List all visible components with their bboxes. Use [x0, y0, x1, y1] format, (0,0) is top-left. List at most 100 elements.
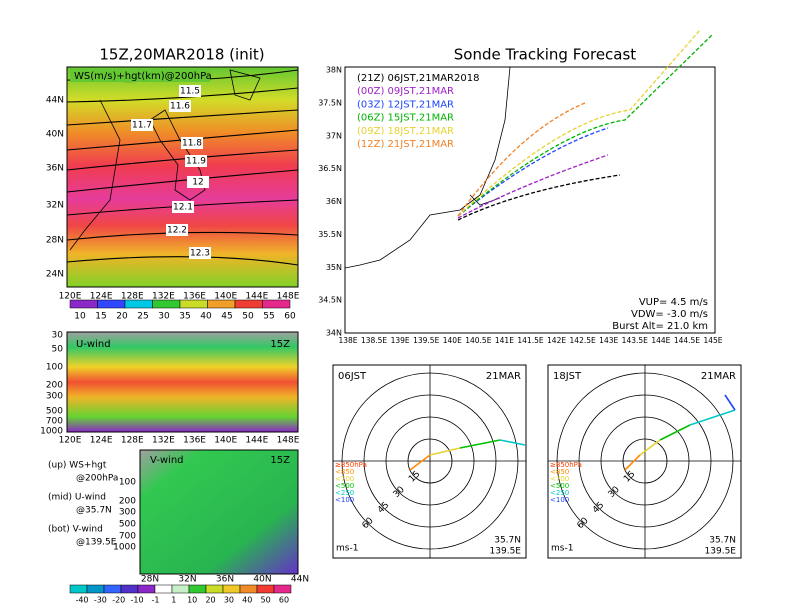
colorbar-cell — [188, 584, 207, 594]
contour-label: 12.1 — [173, 203, 193, 213]
location: 139.5E — [490, 547, 522, 557]
pressure-label: 200 — [119, 497, 136, 507]
pressure-label: 500 — [119, 520, 136, 530]
lat-label: 35.5N — [318, 230, 342, 239]
lon-label: 136E — [183, 292, 206, 302]
track — [457, 174, 621, 221]
pressure-legend: <500 — [335, 482, 354, 490]
v-wind-section — [139, 449, 299, 575]
note: (mid) U-wind — [48, 493, 106, 503]
colorbar-cell — [205, 584, 224, 594]
lon-label: 148E — [277, 292, 300, 302]
track — [457, 102, 586, 217]
note: @35.7N — [76, 506, 112, 516]
colorbar-cell — [262, 299, 291, 309]
pressure-legend: ≥850hPa — [335, 461, 367, 469]
legend-entry: (12Z) 21JST,21MAR — [357, 139, 454, 150]
lon-label: 142.5E — [570, 336, 596, 345]
lon-label: 143.5E — [622, 336, 648, 345]
contour-label: 11.7 — [132, 121, 152, 131]
hodograph-frame — [547, 364, 742, 559]
colorbar-label: -30 — [94, 596, 107, 605]
lat-label: 28N — [46, 236, 64, 246]
pressure-label: 30 — [52, 331, 64, 341]
contour-label-box — [172, 201, 194, 213]
param: Burst Alt= 21.0 km — [612, 321, 708, 332]
lat-label: 40N — [253, 575, 271, 585]
hodographs — [332, 364, 742, 559]
lat-label: 44N — [46, 96, 64, 106]
lon-label: 128E — [121, 436, 144, 446]
colorbar-label: -1 — [151, 596, 159, 605]
label-box — [70, 69, 210, 82]
lat-label: 37N — [326, 131, 342, 140]
colorbar-cell — [103, 584, 122, 594]
hodograph-segment — [409, 454, 431, 471]
contour-label: 12.3 — [190, 249, 210, 259]
hodograph-time: 06JST — [338, 371, 367, 382]
colorbar-cell — [239, 584, 258, 594]
panel-label: WS(m/s)+hgt(km)@200hPa — [74, 71, 212, 82]
pressure-label: 100 — [46, 363, 63, 373]
colorbar-label: 60 — [279, 596, 289, 605]
colorbar-label: 50 — [261, 596, 271, 605]
lat-label: 36N — [326, 197, 342, 206]
colorbar-label: 20 — [205, 596, 215, 605]
contour-label: 11.9 — [186, 157, 206, 167]
colorbar-label: 30 — [158, 312, 170, 322]
note: @200hPa — [76, 474, 118, 484]
lat-label: 36N — [216, 575, 234, 585]
note: @139.5E — [76, 538, 117, 548]
lat-label: 32N — [178, 575, 196, 585]
contour-label: 12.2 — [167, 226, 187, 236]
contour-label-box — [185, 155, 207, 167]
lon-label: 138E — [338, 336, 357, 345]
location: 35.7N — [494, 536, 521, 546]
pressure-legend: ≥850hPa — [550, 461, 582, 469]
colorbar-label: 40 — [200, 312, 212, 322]
note: (bot) V-wind — [48, 525, 103, 535]
lon-label: 124E — [90, 292, 113, 302]
pressure-legend: <250 — [335, 489, 354, 497]
hodograph-frame — [332, 364, 527, 559]
colorbar-cell — [69, 584, 88, 594]
hodograph-segment — [724, 394, 736, 411]
hodograph-segment — [429, 447, 461, 456]
legend-entry: (03Z) 12JST,21MAR — [357, 99, 454, 110]
pressure-label: 300 — [46, 392, 63, 402]
panel-time: 15Z — [270, 339, 290, 350]
contour-label-box — [181, 137, 203, 149]
contour-label-box — [189, 247, 211, 259]
colorbar-label: 45 — [221, 312, 232, 322]
lon-label: 120E — [59, 292, 82, 302]
colorbar-label: 10 — [74, 312, 86, 322]
contour-label-box — [166, 224, 188, 236]
lon-label: 124E — [90, 436, 113, 446]
pressure-legend: <700 — [550, 475, 569, 483]
lon-label: 140E — [443, 336, 462, 345]
param: VDW= -3.0 m/s — [631, 309, 708, 320]
hodograph-segment — [689, 409, 736, 426]
colorbar-label: -40 — [75, 596, 88, 605]
pressure-label: 100 — [119, 478, 136, 488]
colorbar-label: 25 — [137, 312, 148, 322]
contour-label-box — [187, 176, 209, 188]
colorbar-cell — [273, 584, 292, 594]
contour-label-box — [169, 100, 191, 112]
contour-label-box — [179, 85, 201, 97]
legend-entry: (00Z) 09JST,21MAR — [357, 86, 454, 97]
pressure-legend: <100 — [550, 496, 569, 504]
lat-label: 44N — [291, 575, 309, 585]
lat-label: 40N — [46, 130, 64, 140]
unit: ms-1 — [336, 544, 358, 554]
pressure-legend: <850 — [550, 468, 569, 476]
lon-label: 136E — [183, 436, 206, 446]
lon-label: 140.5E — [465, 336, 491, 345]
hodograph-time: 18JST — [553, 371, 582, 382]
track — [457, 154, 609, 219]
panel-time: 15Z — [270, 455, 290, 466]
contour-label: 11.5 — [180, 87, 200, 97]
lon-label: 141.5E — [517, 336, 543, 345]
lon-label: 128E — [121, 292, 144, 302]
